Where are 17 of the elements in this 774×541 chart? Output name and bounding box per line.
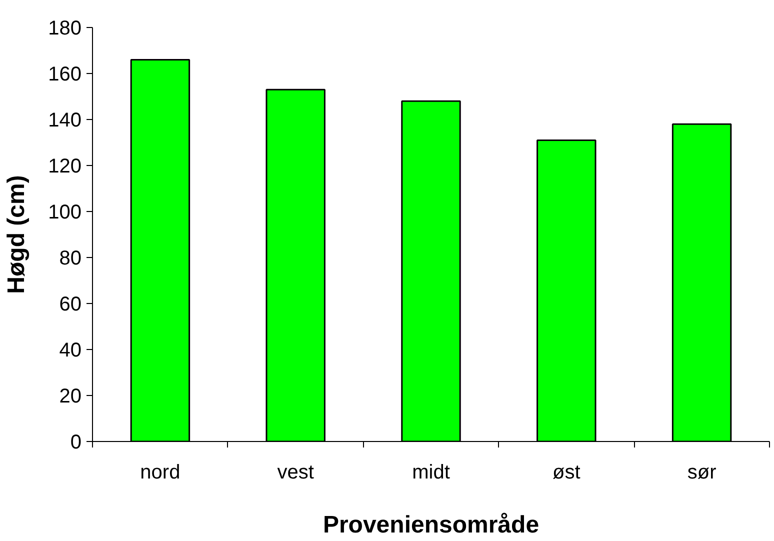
x-tick-label: sør [687, 462, 717, 484]
y-tick-label: 180 [48, 18, 82, 40]
y-tick-label: 40 [59, 340, 82, 362]
y-tick-label: 80 [59, 248, 82, 270]
y-tick-label: 120 [48, 156, 82, 178]
y-tick-label: 100 [48, 202, 82, 224]
x-tick-label: midt [412, 462, 450, 484]
y-axis-title: Høgd (cm) [3, 175, 30, 294]
x-tick-label: øst [552, 462, 581, 484]
y-tick-label: 160 [48, 64, 82, 86]
y-tick-label: 20 [59, 386, 82, 408]
x-tick-label: vest [277, 462, 314, 484]
x-axis-title: Proveniensområde [322, 512, 540, 538]
x-tick-label: nord [140, 462, 180, 484]
y-tick-label: 0 [70, 432, 82, 454]
y-tick-label: 140 [48, 110, 82, 132]
y-tick-label: 60 [59, 294, 82, 316]
